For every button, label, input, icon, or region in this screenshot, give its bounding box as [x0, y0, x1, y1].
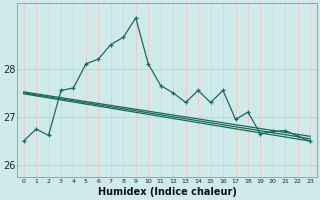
X-axis label: Humidex (Indice chaleur): Humidex (Indice chaleur) [98, 187, 236, 197]
